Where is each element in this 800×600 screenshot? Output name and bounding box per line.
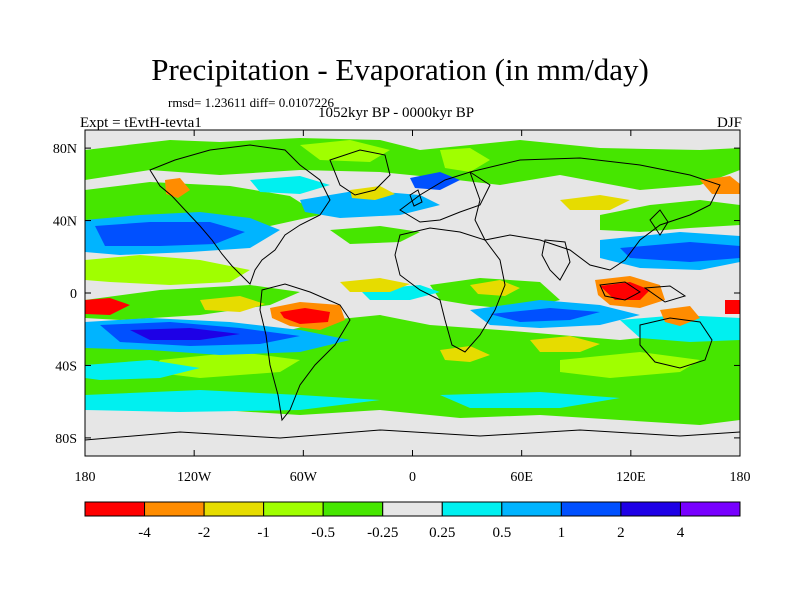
lon-tick-label: 120W [177,470,212,485]
coastlines [85,144,740,441]
latitude-axis: 80N 40N 0 40S 80S [53,142,740,447]
colorbar-swatch [620,501,681,517]
colorbar-swatch [203,501,265,517]
colorbar-label: -2 [198,525,211,541]
colorbar-swatch [501,501,562,517]
colorbar-swatch [679,501,741,517]
map-title: Precipitation - Evaporation (in mm/day) [151,52,649,87]
colorbar-label: 2 [617,525,625,541]
colorbar-label: 0.5 [492,525,511,541]
lat-tick-label: 40N [53,215,77,230]
season-label: DJF [716,115,742,131]
lon-tick-label: 180 [75,470,96,485]
lon-tick-label: 60E [510,470,533,485]
colorbar-label: -0.5 [311,525,335,541]
colorbar-label: 1 [558,525,566,541]
longitude-axis: 180 120W 60W 0 60E 120E 180 [75,130,751,485]
lon-tick-label: 60W [290,470,318,485]
positive-regions [85,172,740,412]
colorbar-swatch [560,501,622,517]
colorbar-swatch [322,501,384,517]
experiment-label: Expt = tEvtH-tevta1 [80,115,202,131]
colorbar-label: 0.25 [429,525,455,541]
rmsd-diff-stats: rmsd= 1.23611 diff= 0.0107226 [168,95,334,110]
colorbar-swatch [144,501,205,517]
lat-tick-label: 40S [55,359,77,374]
lat-tick-label: 0 [70,287,77,302]
colorbar-label: -0.25 [367,525,398,541]
colorbar-label: 4 [677,525,685,541]
colorbar-label: -4 [138,525,151,541]
time-period-label: 1052kyr BP - 0000kyr BP [318,105,475,121]
lon-tick-label: 0 [409,470,416,485]
map-plot-area [85,130,740,456]
colorbar-swatch [263,501,324,517]
colorbar-swatch [84,501,146,517]
lat-tick-label: 80S [55,432,77,447]
lon-tick-label: 180 [730,470,751,485]
colorbar-label: -1 [257,525,270,541]
lon-tick-label: 120E [616,470,646,485]
colorbar-swatch [441,501,503,517]
colorbar-swatch [382,501,443,517]
colorbar: -4 -2 -1 -0.5 -0.25 0.25 0.5 1 2 4 [84,501,741,541]
lat-tick-label: 80N [53,142,77,157]
